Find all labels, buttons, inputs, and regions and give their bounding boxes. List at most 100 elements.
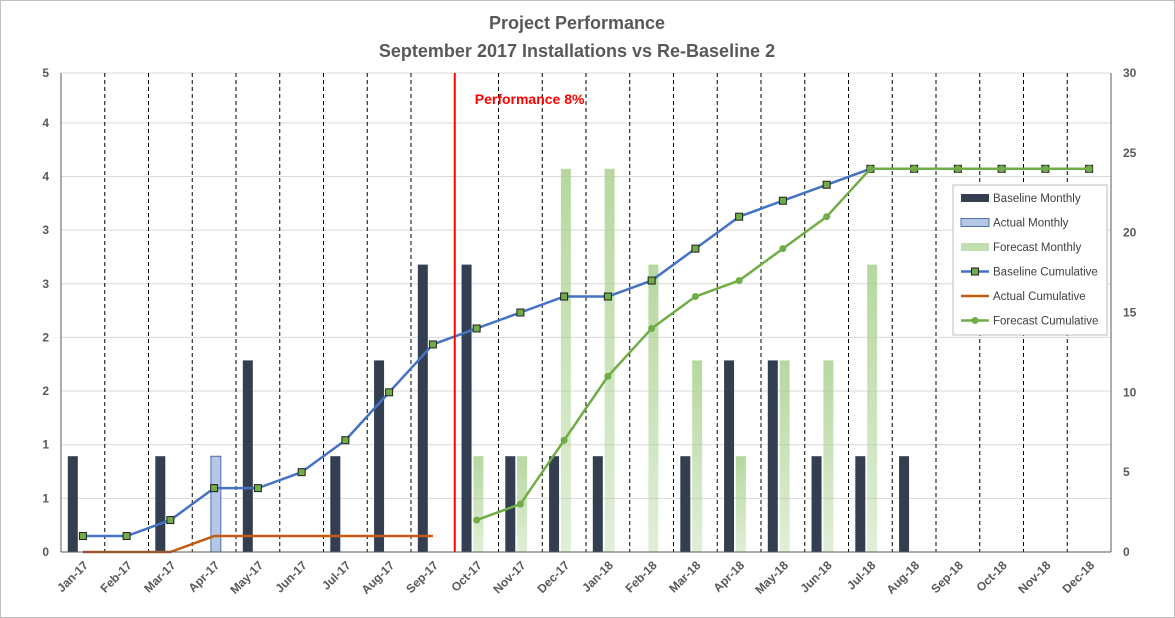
x-tick-label: Nov-18	[1015, 558, 1053, 596]
x-tick-label: Sep-18	[928, 558, 966, 596]
forecast-monthly-bar	[604, 168, 615, 553]
y-left-tick-label: 2	[42, 330, 49, 344]
baseline-monthly-bar	[899, 456, 910, 552]
forecast-monthly-bar	[648, 264, 659, 552]
forecast-cumulative-point	[560, 436, 568, 444]
baseline-monthly-bar	[549, 456, 560, 552]
y-left-tick-label: 1	[42, 491, 49, 505]
legend-swatch-marker	[971, 267, 979, 276]
baseline-cumulative-point	[341, 436, 350, 445]
baseline-cumulative-point	[472, 324, 481, 333]
baseline-monthly-bar	[67, 456, 78, 552]
bar-marks	[67, 168, 910, 553]
baseline-monthly-bar	[505, 456, 516, 552]
baseline-cumulative-point	[560, 292, 569, 301]
baseline-cumulative-point	[385, 388, 394, 397]
forecast-cumulative-point	[910, 165, 918, 173]
baseline-cumulative-point	[297, 468, 306, 477]
x-tick-label: Nov-17	[490, 558, 528, 596]
y-right-tick-label: 0	[1123, 545, 1130, 559]
x-tick-label: Dec-17	[535, 558, 573, 596]
y-right-tick-label: 20	[1123, 226, 1137, 240]
x-tick-label: Jan-17	[54, 558, 91, 595]
forecast-monthly-bar	[560, 168, 571, 553]
baseline-monthly-bar	[330, 456, 341, 552]
x-tick-label: Feb-18	[622, 558, 659, 595]
forecast-cumulative-point	[779, 245, 787, 253]
legend-label: Baseline Cumulative	[993, 267, 1098, 279]
y-right-tick-label: 10	[1123, 385, 1137, 399]
forecast-monthly-bar	[692, 360, 703, 552]
baseline-cumulative-point	[691, 244, 700, 253]
x-tick-label: Dec-18	[1060, 558, 1098, 596]
line-marks: Performance 8%	[78, 73, 1094, 554]
y-left-tick-label: 3	[42, 277, 49, 291]
legend-swatch-marker	[971, 317, 979, 324]
baseline-monthly-bar	[855, 456, 866, 552]
x-tick-label: Sep-17	[403, 558, 441, 596]
x-tick-label: Mar-18	[666, 558, 703, 595]
x-tick-label: Oct-17	[448, 558, 485, 595]
forecast-monthly-bar	[823, 360, 834, 552]
y-left-tick-label: 0	[42, 545, 49, 559]
y-left-tick-label: 5	[42, 66, 49, 80]
legend-swatch-forecast-monthly	[961, 243, 989, 251]
x-tick-label: Jun-17	[272, 558, 309, 595]
baseline-cumulative-point	[122, 532, 131, 541]
forecast-cumulative-point	[1085, 165, 1093, 173]
baseline-monthly-bar	[374, 360, 385, 552]
y-right-tick-label: 5	[1123, 465, 1130, 479]
baseline-cumulative-point	[735, 212, 744, 221]
y-left-tick-label: 4	[42, 169, 49, 183]
performance-annotation: Performance 8%	[475, 91, 585, 107]
forecast-cumulative-point	[1041, 165, 1049, 173]
x-tick-label: Aug-18	[884, 558, 923, 597]
forecast-cumulative-point	[735, 277, 743, 285]
legend-swatch-baseline-monthly	[961, 194, 989, 202]
chart-title: Project Performance	[489, 13, 665, 33]
baseline-monthly-bar	[461, 264, 472, 552]
baseline-cumulative-point	[603, 292, 612, 301]
legend: Baseline Monthly Actual Monthly Forecast M…	[952, 184, 1108, 336]
legend-box	[952, 184, 1108, 336]
baseline-monthly-bar	[242, 360, 253, 552]
x-tick-label: Apr-17	[185, 558, 222, 595]
forecast-cumulative-point	[691, 293, 699, 301]
forecast-monthly-bar	[473, 456, 484, 552]
chart-subtitle: September 2017 Installations vs Re-Basel…	[379, 41, 775, 61]
baseline-monthly-bar	[417, 264, 428, 552]
baseline-cumulative-point	[253, 484, 262, 493]
x-tick-label: Oct-18	[973, 558, 1010, 595]
legend-swatch-actual-monthly	[960, 218, 990, 227]
x-tick-label: Mar-17	[141, 558, 178, 595]
baseline-monthly-bar	[155, 456, 166, 552]
legend-label: Actual Monthly	[993, 218, 1069, 230]
baseline-cumulative-point	[516, 308, 525, 317]
forecast-monthly-bar	[867, 264, 878, 552]
baseline-cumulative-point	[822, 180, 831, 189]
y-left-tick-label: 4	[42, 116, 49, 130]
x-tick-label: Apr-18	[710, 558, 747, 595]
forecast-cumulative-point	[954, 165, 962, 173]
x-tick-label: Jul-18	[844, 558, 879, 593]
baseline-cumulative-point	[428, 340, 437, 349]
x-tick-label: May-17	[227, 558, 266, 597]
baseline-monthly-bar	[767, 360, 778, 552]
forecast-monthly-bar	[735, 456, 746, 552]
baseline-cumulative-point	[210, 484, 219, 493]
forecast-cumulative-point	[866, 165, 874, 173]
forecast-cumulative-point	[998, 165, 1006, 173]
baseline-monthly-bar	[680, 456, 691, 552]
y-right-tick-label: 30	[1123, 66, 1137, 80]
legend-label: Actual Cumulative	[993, 291, 1086, 303]
y-right-tick-label: 25	[1123, 146, 1137, 160]
legend-label: Forecast Monthly	[993, 242, 1081, 254]
x-tick-label: Jun-18	[797, 558, 834, 595]
baseline-cumulative-point	[166, 516, 175, 525]
baseline-cumulative-point	[647, 276, 656, 285]
forecast-cumulative-point	[604, 372, 612, 380]
x-tick-label: Feb-17	[97, 558, 134, 595]
baseline-monthly-bar	[724, 360, 735, 552]
